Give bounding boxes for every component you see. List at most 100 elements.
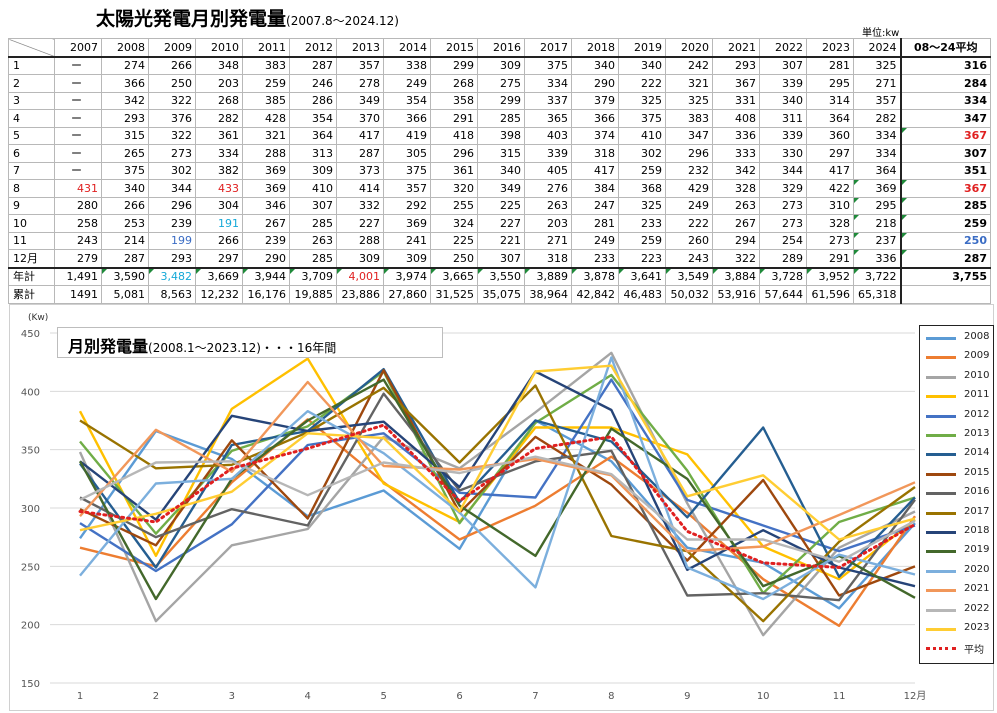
y-axis-unit: (Kw) — [28, 313, 49, 323]
y-tick-label: 400 — [21, 387, 40, 398]
table-cell: 3,884 — [712, 266, 760, 286]
table-cell: 325 — [853, 56, 901, 75]
x-tick-label: 12月 — [904, 690, 927, 702]
table-cell: 233 — [618, 214, 666, 233]
table-cell: 382 — [195, 161, 243, 180]
table-cell: 328 — [712, 179, 760, 198]
legend-swatch — [926, 511, 956, 515]
table-cell: 42,842 — [571, 285, 619, 304]
table-cell: 299 — [477, 91, 525, 110]
table-row: 11 243 214 199 266 239 263 288 241 225 221 271 249 25… — [8, 231, 991, 250]
legend-item: 2016 — [924, 486, 992, 500]
table-cell: 286 — [289, 91, 337, 110]
table-cell: 357 — [853, 91, 901, 110]
legend-label: 2014 — [964, 447, 990, 459]
table-cell: 364 — [289, 126, 337, 145]
table-cell: 373 — [336, 161, 384, 180]
table-cell: 225 — [430, 231, 478, 250]
table-cell: 325 — [618, 196, 666, 215]
table-cell: 297 — [195, 249, 243, 268]
table-cell: 344 — [759, 161, 807, 180]
table-cell: 282 — [195, 109, 243, 128]
table-cell: 268 — [195, 91, 243, 110]
table-cell: 61,596 — [806, 285, 854, 304]
legend-swatch — [926, 550, 956, 554]
table-cell: 4,001 — [336, 266, 384, 286]
x-tick-label: 3 — [229, 691, 235, 702]
table-cell: 344 — [148, 179, 196, 198]
table-cell: 266 — [195, 231, 243, 250]
y-tick-label: 250 — [21, 562, 40, 573]
table-cell: 3,665 — [430, 266, 478, 286]
table-cell: 358 — [430, 91, 478, 110]
year-column-header: 2013 — [336, 38, 384, 58]
legend-label: 2021 — [964, 583, 990, 595]
legend-item: 2019 — [924, 544, 992, 558]
table-cell: 295 — [853, 196, 901, 215]
year-column-header: 2011 — [242, 38, 290, 58]
x-tick-label: 2 — [153, 691, 159, 702]
legend-swatch — [926, 375, 956, 379]
table-cell: 307 — [289, 196, 337, 215]
legend-swatch — [926, 492, 956, 496]
table-cell: 241 — [383, 231, 431, 250]
table-cell: 340 — [618, 56, 666, 75]
table-cell: 255 — [430, 196, 478, 215]
legend-item: 2021 — [924, 583, 992, 597]
data-table: 2007 2008 2009 2010 2011 2012 2013 2014 2015 2016… — [8, 38, 991, 304]
row-label: 11 — [8, 231, 55, 250]
average-cell: 316 — [899, 56, 991, 75]
table-cell: 307 — [759, 56, 807, 75]
table-cell: 263 — [524, 196, 572, 215]
average-cell: 367 — [899, 179, 991, 198]
table-cell: 331 — [712, 91, 760, 110]
year-column-header: 2014 — [383, 38, 431, 58]
table-cell: 383 — [665, 109, 713, 128]
table-cell: 275 — [477, 74, 525, 93]
table-cell: 247 — [571, 196, 619, 215]
y-tick-label: 300 — [21, 504, 40, 515]
legend-label: 2013 — [964, 428, 990, 439]
row-label: 2 — [8, 74, 55, 93]
table-cell: 307 — [477, 249, 525, 268]
legend-swatch — [926, 453, 956, 457]
year-column-header: 2016 — [477, 38, 525, 58]
table-cell: 428 — [242, 109, 290, 128]
row-label: 累計 — [8, 285, 55, 304]
table-cell: ー — [54, 56, 102, 75]
table-cell: 281 — [571, 214, 619, 233]
table-cell: 23,886 — [336, 285, 384, 304]
table-cell: 375 — [618, 109, 666, 128]
table-cell: 376 — [148, 109, 196, 128]
table-cell: 282 — [853, 109, 901, 128]
table-cell: 334 — [524, 74, 572, 93]
average-cell: 347 — [899, 109, 991, 128]
table-cell: 263 — [712, 196, 760, 215]
table-cell: 281 — [806, 56, 854, 75]
table-row: 9 280 266 296 304 346 307 332 292 255 225 263 247 325… — [8, 196, 991, 215]
table-cell: 3,974 — [383, 266, 431, 286]
table-cell: 340 — [101, 179, 149, 198]
table-cell: 3,641 — [618, 266, 666, 286]
year-column-header: 2007 — [54, 38, 102, 58]
table-cell: 3,722 — [853, 266, 901, 286]
table-cell: 274 — [101, 56, 149, 75]
table-cell: 340 — [477, 161, 525, 180]
row-label: 3 — [8, 91, 55, 110]
table-cell: 221 — [477, 231, 525, 250]
table-cell: 287 — [289, 56, 337, 75]
average-cell — [899, 285, 991, 304]
table-row: 累計 1491 5,081 8,563 12,232 16,176 19,885 23,886… — [8, 285, 991, 304]
table-cell: 346 — [242, 196, 290, 215]
table-cell: 310 — [806, 196, 854, 215]
table-cell: 364 — [806, 109, 854, 128]
table-cell: 267 — [712, 214, 760, 233]
table-cell: 348 — [195, 56, 243, 75]
table-cell: 349 — [336, 91, 384, 110]
table-cell: 321 — [665, 74, 713, 93]
table-cell: 268 — [430, 74, 478, 93]
table-cell: 214 — [101, 231, 149, 250]
table-cell: 53,916 — [712, 285, 760, 304]
table-cell: 332 — [336, 196, 384, 215]
table-cell: 385 — [242, 91, 290, 110]
